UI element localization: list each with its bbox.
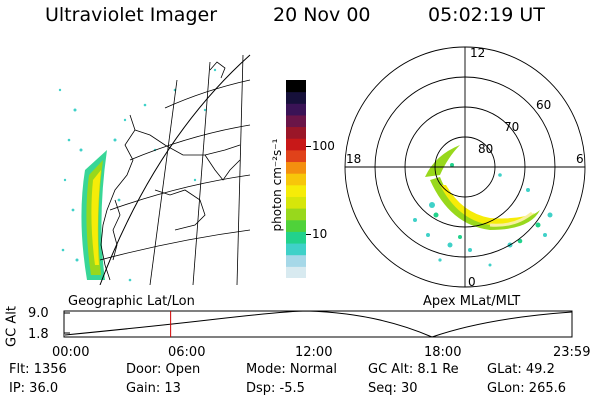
time-label: 05:02:19 UT [428, 4, 545, 26]
colorbar-segment [286, 138, 306, 151]
colorbar-gradient [286, 80, 306, 279]
date-label: 20 Nov 00 [273, 4, 371, 26]
colorbar-segment [286, 91, 306, 104]
polar-aurora [413, 145, 553, 267]
gc-alt-tick-min: 1.8 [28, 327, 49, 342]
gc-alt-axis-label: GC Alt [4, 306, 20, 347]
time-tick-0000: 00:00 [52, 345, 90, 360]
colorbar-segment [286, 173, 306, 186]
colorbar-segment [286, 103, 306, 116]
sequence-value: Seq: 30 [368, 381, 418, 396]
auroral-swath [58, 68, 217, 282]
colorbar-segment [286, 114, 306, 128]
time-tick-0600: 06:00 [168, 345, 206, 360]
image-boundary [99, 54, 251, 285]
gc-altitude: GC Alt: 8.1 Re [368, 362, 459, 377]
time-tick-1200: 12:00 [295, 345, 333, 360]
mlat-label-60: 60 [536, 98, 551, 112]
mlt-label-18: 18 [346, 152, 361, 166]
door-status: Door: Open [126, 362, 201, 377]
colorbar-ticks: 100 10 [306, 80, 336, 278]
instrument-title: Ultraviolet Imager [45, 4, 218, 26]
colorbar-tick-10: 10 [312, 227, 328, 241]
colorbar-segment [286, 184, 306, 197]
colorbar [286, 80, 306, 279]
colorbar-segment [286, 126, 306, 139]
ip-value: IP: 36.0 [9, 381, 59, 396]
apex-projection-label: Apex MLat/MLT [423, 294, 521, 309]
time-tick-2359: 23:59 [553, 345, 591, 360]
colorbar-segment [286, 80, 306, 93]
colorbar-segment [286, 266, 306, 279]
mlt-label-12: 12 [470, 46, 485, 60]
coastline [100, 61, 241, 281]
colorbar-segment [286, 208, 306, 221]
polar-plot: 12 18 6 0 80 70 60 [344, 46, 586, 289]
geographic-projection-label: Geographic Lat/Lon [68, 294, 195, 309]
time-tick-1800: 18:00 [424, 345, 462, 360]
geo-longitude: GLon: 265.6 [487, 381, 567, 396]
mlt-label-0: 0 [468, 275, 476, 289]
mlat-label-70: 70 [504, 120, 519, 134]
colorbar-segment [286, 254, 306, 267]
mlt-label-6: 6 [576, 152, 584, 166]
colorbar-segment [286, 231, 306, 244]
geographic-map-panel [58, 54, 251, 285]
geo-latitude: GLat: 49.2 [487, 362, 555, 377]
colorbar-unit-label: photon cm⁻²s⁻¹ [270, 138, 284, 232]
colorbar-segment [286, 243, 306, 256]
dsp-value: Dsp: -5.5 [246, 381, 305, 396]
colorbar-segment [286, 196, 306, 209]
gc-alt-curve [64, 310, 573, 338]
colorbar-tick-100: 100 [312, 139, 335, 153]
polar-grid [344, 46, 586, 288]
mode-status: Mode: Normal [246, 362, 337, 377]
colorbar-segment [286, 219, 306, 232]
mlat-label-80: 80 [478, 142, 493, 156]
colorbar-segment [286, 149, 306, 163]
colorbar-segment [286, 161, 306, 174]
gc-alt-tick-max: 9.0 [28, 306, 49, 321]
latlon-grid [99, 54, 251, 285]
flight-number: Flt: 1356 [9, 362, 67, 377]
orbit-timeline [63, 310, 573, 338]
gain-value: Gain: 13 [126, 381, 181, 396]
